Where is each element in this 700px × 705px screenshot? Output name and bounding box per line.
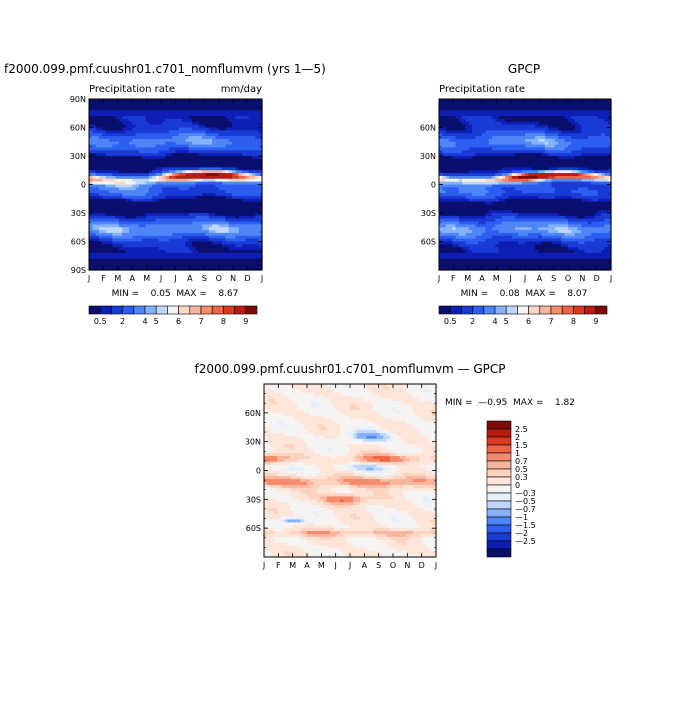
colorbar-label: 5	[154, 317, 159, 326]
y-tick-label: 30N	[70, 152, 86, 161]
panel-obs-field	[439, 99, 612, 271]
y-tick-label: 60N	[70, 124, 86, 133]
x-tick-label: J	[173, 274, 176, 283]
colorbar-box	[145, 306, 156, 314]
y-tick-label: 90S	[71, 266, 86, 275]
colorbar-box	[123, 306, 134, 314]
colorbar-box	[134, 306, 145, 314]
y-tick-label: 90N	[70, 95, 86, 104]
colorbar-box	[246, 306, 257, 314]
colorbar-box	[100, 306, 111, 314]
colorbar-box	[201, 306, 212, 314]
panel-model-title: f2000.099.pmf.cuushr01.c701_nomflumvm (y…	[4, 62, 326, 76]
x-tick-label: J	[87, 274, 90, 283]
colorbar-label: 6	[176, 317, 181, 326]
panel-model-subtitle-right: mm/day	[221, 84, 262, 95]
x-tick-label: M	[114, 274, 121, 283]
colorbar-box	[223, 306, 234, 314]
x-tick-label: F	[101, 274, 106, 283]
panel-model-field	[89, 99, 263, 271]
colorbar-box	[111, 306, 122, 314]
x-tick-label: A	[130, 274, 136, 283]
colorbar-label: 9	[243, 317, 248, 326]
x-tick-label: D	[244, 274, 250, 283]
x-tick-label: A	[187, 274, 193, 283]
colorbar-box	[179, 306, 190, 314]
colorbar-label: 8	[221, 317, 226, 326]
colorbar-box	[89, 306, 100, 314]
y-tick-label: 60S	[71, 238, 86, 247]
y-tick-label: 0	[81, 181, 86, 190]
colorbar-box	[156, 306, 167, 314]
x-tick-label: S	[202, 274, 207, 283]
colorbar-box	[212, 306, 223, 314]
x-tick-label: J	[260, 274, 263, 283]
panel-model-subtitle-left: Precipitation rate	[89, 84, 175, 95]
colorbar-label: 7	[198, 317, 203, 326]
y-tick-label: 30S	[71, 209, 86, 218]
panel-model-stats: MIN = 0.05 MAX = 8.67	[112, 289, 239, 299]
x-tick-label: O	[216, 274, 222, 283]
colorbar-label: 2	[120, 317, 125, 326]
panel-obs-subtitle-left: Precipitation rate	[439, 84, 525, 95]
colorbar-box	[167, 306, 178, 314]
colorbar-box	[235, 306, 246, 314]
colorbar-label: 4	[142, 317, 147, 326]
panel-obs-title: GPCP	[508, 62, 540, 76]
colorbar-label: 0.5	[94, 317, 107, 326]
panel-model: f2000.099.pmf.cuushr01.c701_nomflumvm (y…	[4, 62, 326, 326]
x-tick-label: M	[143, 274, 150, 283]
colorbar-box	[190, 306, 201, 314]
x-tick-label: N	[230, 274, 236, 283]
x-tick-label: J	[159, 274, 162, 283]
